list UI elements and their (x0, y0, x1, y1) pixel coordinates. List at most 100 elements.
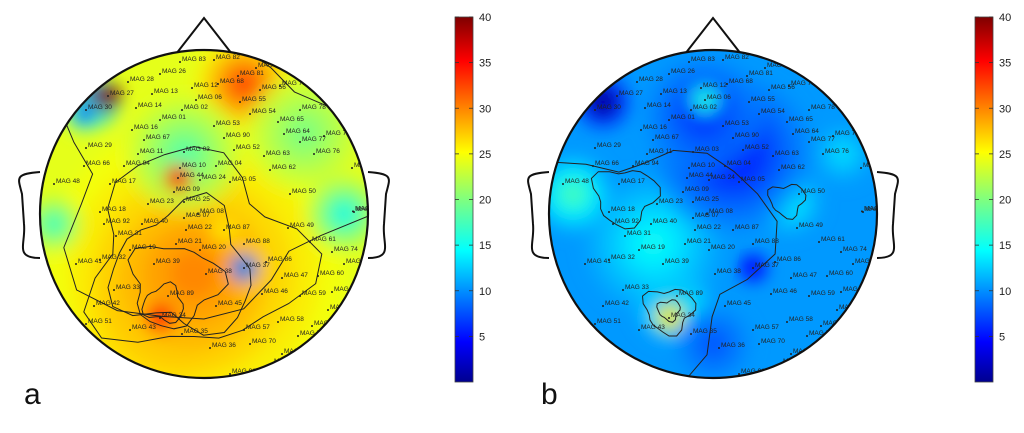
sensor-label: MAG 28 (130, 76, 154, 83)
sensor-label: MAG 23 (150, 198, 174, 205)
sensor-label: MAG 17 (112, 178, 136, 185)
colorbar-tick-label: 40 (999, 12, 1011, 24)
sensor-label: MAG 46 (264, 288, 288, 295)
sensor-dot (279, 85, 281, 87)
sensor-dot (261, 293, 263, 295)
contour-line (656, 299, 681, 323)
sensor-dot (229, 181, 231, 183)
sensor-label: MAG 42 (605, 300, 629, 307)
sensor-dot (85, 109, 87, 111)
sensor-label: MAG 49 (799, 222, 823, 229)
sensor-label: MAG 88 (755, 238, 779, 245)
sensor-dot (764, 67, 766, 69)
sensor-dot (353, 121, 355, 123)
sensor-label: MAG 05 (232, 176, 256, 183)
sensor-label: MAG 77 (811, 136, 835, 143)
sensor-dot (179, 167, 181, 169)
sensor-dot (594, 109, 596, 111)
sensor-label: MAG 60 (320, 270, 344, 277)
sensor-label: MAG 38 (717, 268, 741, 275)
sensor-label: MAG 73 (334, 286, 358, 293)
sensor-label: MAG 12 (703, 82, 727, 89)
sensor-dot (758, 113, 760, 115)
sensor-label: MAG 39 (665, 258, 689, 265)
sensor-dot (636, 81, 638, 83)
colorbar-tick-label: 20 (479, 195, 491, 207)
sensor-dot (836, 309, 838, 311)
sensor-dot (265, 261, 267, 263)
panel-b: MAG 01 MAG 02 MAG 03 MAG 04 MAG 05 MAG 06 MAG … (527, 12, 1011, 383)
sensor-dot (85, 323, 87, 325)
contour-line (641, 288, 697, 337)
sensor-dot (732, 229, 734, 231)
sensor-dot (173, 191, 175, 193)
sensor-label: MAG 79 (791, 80, 815, 87)
sensor-dot (249, 343, 251, 345)
sensor-dot (129, 329, 131, 331)
sensor-dot (299, 295, 301, 297)
sensor-dot (832, 135, 834, 137)
sensor-dot (123, 165, 125, 167)
sensor-label: MAG 80 (767, 62, 791, 69)
sensor-label: MAG 02 (184, 104, 208, 111)
sensor-dot (177, 177, 179, 179)
sensor-dot (758, 343, 760, 345)
sensor-dot (167, 295, 169, 297)
colorbar-tick-label: 10 (999, 286, 1011, 298)
sensor-label: MAG 52 (745, 144, 769, 151)
sensor-label: MAG 92 (106, 218, 130, 225)
sensor-dot (115, 235, 117, 237)
sensor-label: MAG 59 (811, 290, 835, 297)
sensor-label: MAG 06 (707, 94, 731, 101)
sensor-label: MAG 38 (208, 268, 232, 275)
sensor-dot (594, 323, 596, 325)
sensor-label: MAG 40 (653, 218, 677, 225)
sensor-dot (93, 305, 95, 307)
sensor-dot (53, 183, 55, 185)
sensor-label: MAG 60 (829, 270, 853, 277)
sensor-label: MAG 63 (775, 150, 799, 157)
sensor-label: MAG 92 (615, 218, 639, 225)
sensor-label: MAG 18 (102, 206, 126, 213)
sensor-dot (131, 129, 133, 131)
sensor-label: MAG 86 (268, 256, 292, 263)
sensor-label: MAG 17 (621, 178, 645, 185)
sensor-label: MAG 39 (156, 258, 180, 265)
sensor-label: MAG 64 (795, 128, 819, 135)
sensor-label: MAG 97 (354, 162, 378, 169)
sensor-label: MAG 73 (843, 286, 867, 293)
sensor-label: MAG 51 (88, 318, 112, 325)
sensor-dot (692, 151, 694, 153)
sensor-dot (608, 211, 610, 213)
sensor-label: MAG 96 (865, 206, 889, 213)
sensor-label: MAG 02 (693, 104, 717, 111)
sensor-dot (311, 325, 313, 327)
sensor-dot (818, 241, 820, 243)
sensor-dot (233, 149, 235, 151)
sensor-dot (840, 251, 842, 253)
sensor-dot (299, 109, 301, 111)
sensor-label: MAG 58 (789, 316, 813, 323)
sensor-label: MAG 28 (639, 76, 663, 83)
sensor-label: MAG 44 (689, 172, 713, 179)
sensor-label: MAG 24 (711, 174, 735, 181)
sensor-dot (159, 73, 161, 75)
sensor-dot (159, 317, 161, 319)
sensor-dot (700, 87, 702, 89)
sensor-dot (217, 83, 219, 85)
sensor-dot (259, 89, 261, 91)
sensor-dot (269, 169, 271, 171)
sensor-label: MAG 46 (773, 288, 797, 295)
sensor-label: MAG 16 (643, 124, 667, 131)
head-outline (38, 48, 370, 380)
sensor-dot (143, 139, 145, 141)
sensor-dot (718, 347, 720, 349)
sensor-dot (209, 347, 211, 349)
sensor-dot (826, 275, 828, 277)
sensor-dot (778, 169, 780, 171)
sensor-label: MAG 59 (302, 290, 326, 297)
sensor-dot (690, 333, 692, 335)
sensor-dot (109, 183, 111, 185)
